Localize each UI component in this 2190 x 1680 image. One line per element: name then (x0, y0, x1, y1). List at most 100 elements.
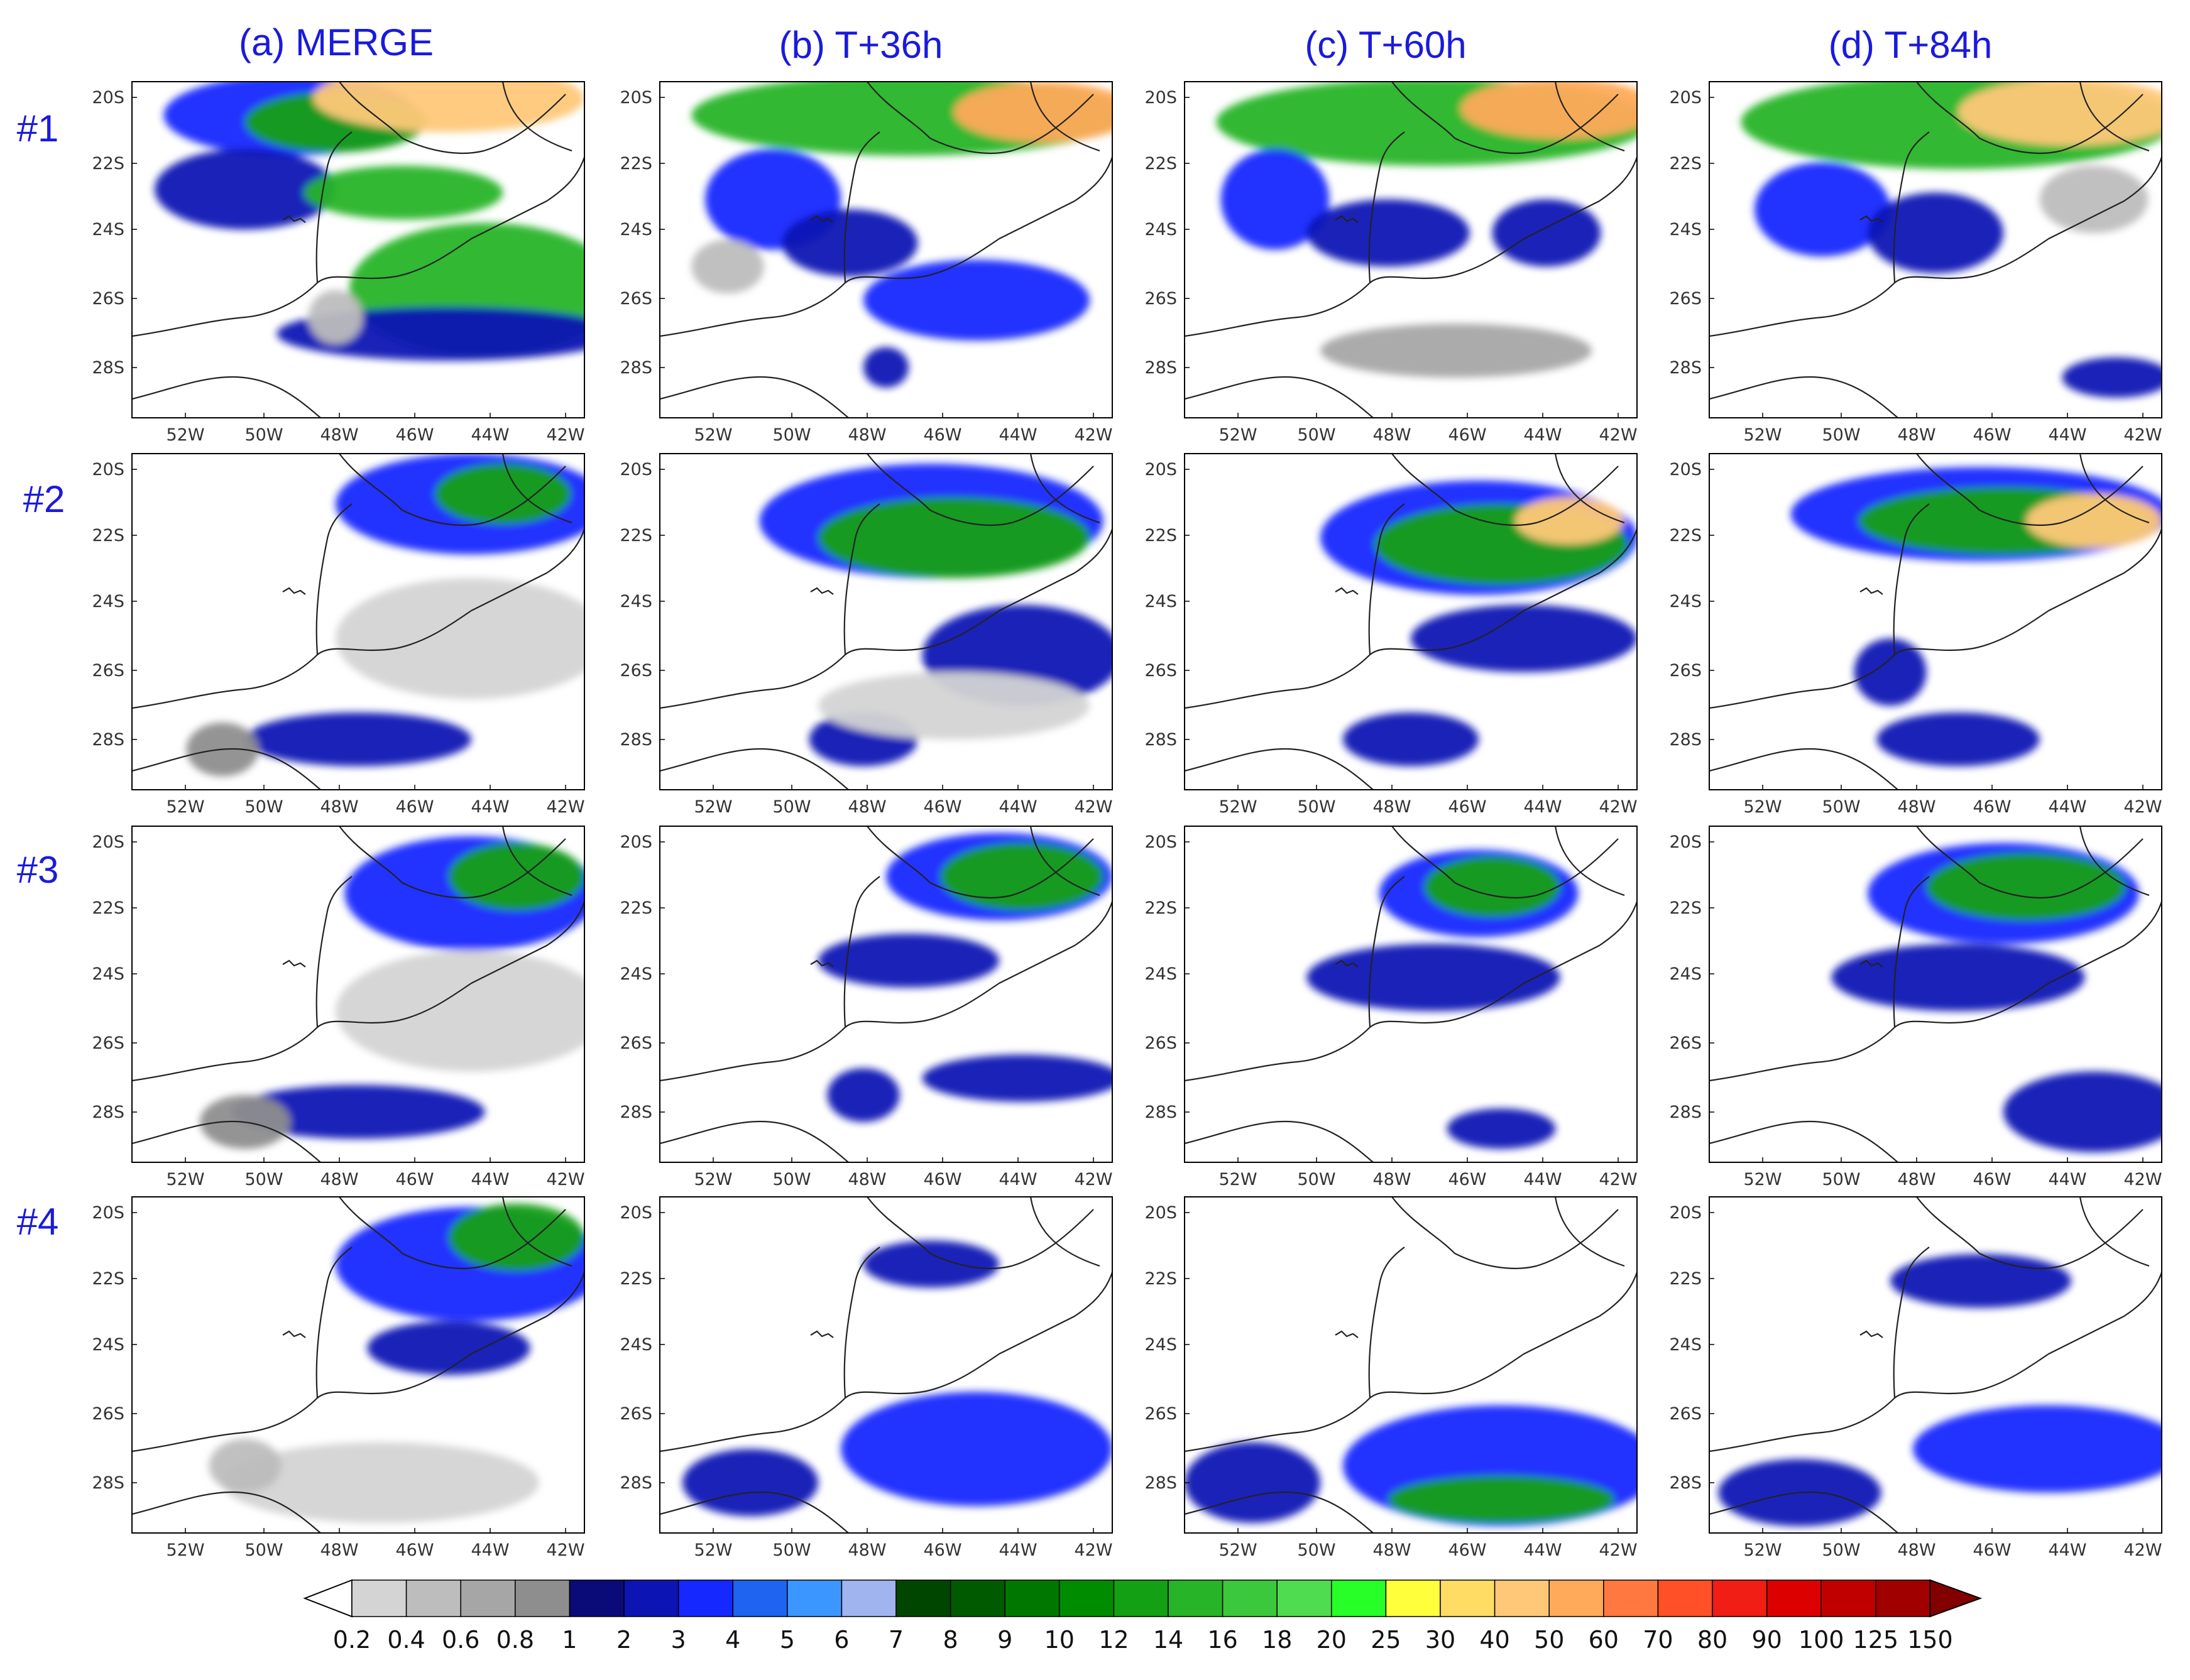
precipitation-area (435, 464, 571, 525)
precipitation-area (1220, 149, 1330, 250)
map-panel: 20S 22S 24S 26S 28S 52W 50W 48W 46W 44W 42W (1145, 1196, 1638, 1560)
lon-tick-label: 52W (1743, 425, 1782, 445)
column-title-t84h: (d) T+84h (1829, 24, 1993, 66)
precipitation-field (691, 82, 1112, 388)
precipitation-area (209, 1439, 282, 1493)
lat-tick-label: 24S (92, 220, 125, 239)
lon-tick-label: 52W (1743, 797, 1782, 817)
lat-tick-label: 26S (1670, 1034, 1702, 1053)
colorbar-label: 3 (671, 1626, 686, 1654)
lat-tick-label: 22S (92, 898, 125, 918)
lon-tick-label: 50W (1822, 1170, 1860, 1189)
precipitation-area (1185, 1442, 1320, 1523)
row-label-1: #1 (17, 107, 59, 150)
colorbar-label: 0.2 (333, 1626, 371, 1654)
lat-tick-label: 28S (620, 1103, 653, 1122)
precipitation-area (308, 290, 363, 344)
precipitation-area (1514, 497, 1624, 545)
lat-tick-label: 26S (1145, 1404, 1178, 1424)
precipitation-area (827, 1068, 900, 1122)
row-label-4: #4 (17, 1201, 59, 1243)
lon-tick-label: 46W (923, 797, 961, 817)
lon-tick-label: 52W (1743, 1541, 1782, 1560)
lat-tick-label: 28S (1145, 1103, 1178, 1122)
lon-tick-label: 44W (1523, 797, 1562, 817)
colorbar-swatch (1440, 1579, 1496, 1617)
lat-tick-label: 24S (1670, 592, 1702, 611)
map-panel: 20S 22S 24S 26S 28S 52W 50W 48W 46W 44W 42W (620, 826, 1113, 1189)
lat-tick-label: 20S (1670, 460, 1702, 479)
colorbar-label: 50 (1534, 1626, 1564, 1654)
lat-tick-label: 22S (1670, 1269, 1702, 1289)
lon-tick-label: 44W (999, 1170, 1037, 1189)
lat-tick-label: 22S (620, 898, 653, 918)
row-label-3: #3 (17, 849, 59, 891)
precipitation-area (1343, 712, 1479, 766)
precipitation-area (304, 165, 503, 220)
lon-tick-label: 42W (1599, 1541, 1637, 1560)
map-panel: 20S 22S 24S 26S 28S 52W 50W 48W 46W 44W 42W (1670, 81, 2162, 445)
precipitation-area (1755, 162, 1890, 257)
precipitation-area (863, 347, 909, 388)
lat-tick-label: 28S (1670, 358, 1702, 378)
lon-tick-label: 44W (471, 425, 509, 445)
colorbar-swatch (1766, 1579, 1822, 1617)
lon-tick-label: 44W (1523, 1170, 1562, 1189)
lat-tick-label: 22S (1145, 1269, 1178, 1289)
colorbar-swatch (1548, 1579, 1604, 1617)
lat-tick-label: 26S (1145, 661, 1178, 680)
map-panel: 20S 22S 24S 26S 28S 52W 50W 48W 46W 44W 42W (1670, 1196, 2162, 1560)
colorbar-label: 12 (1098, 1626, 1129, 1654)
lon-tick-label: 48W (1372, 425, 1411, 445)
lat-tick-label: 20S (92, 460, 125, 479)
map-panel: 20S 22S 24S 26S 28S 52W 50W 48W 46W 44W 42W (92, 826, 585, 1189)
lat-tick-label: 28S (92, 1473, 125, 1493)
lon-tick-label: 48W (1897, 1541, 1935, 1560)
colorbar-label: 80 (1697, 1626, 1727, 1654)
lat-tick-label: 20S (1670, 88, 1702, 107)
precipitation-area (682, 1449, 818, 1517)
precipitation-area (2026, 494, 2162, 548)
colorbar-label: 40 (1479, 1626, 1509, 1654)
row-label-2: #2 (23, 478, 65, 520)
precipitation-area (2062, 357, 2162, 398)
colorbar-swatch (787, 1579, 843, 1617)
lon-tick-label: 52W (1743, 1170, 1782, 1189)
lon-tick-label: 42W (2123, 1170, 2162, 1189)
lat-tick-label: 20S (1670, 832, 1702, 852)
colorbar-swatch (1385, 1579, 1441, 1617)
lat-tick-label: 20S (620, 88, 653, 107)
lon-tick-label: 52W (166, 797, 204, 817)
lon-tick-label: 42W (1074, 1170, 1112, 1189)
lon-tick-label: 42W (2123, 425, 2162, 445)
precipitation-area (1492, 199, 1601, 267)
precipitation-area (1388, 1476, 1614, 1523)
lon-tick-label: 46W (923, 1170, 961, 1189)
lon-tick-label: 44W (999, 425, 1037, 445)
colorbar-swatch (1004, 1579, 1060, 1617)
lon-tick-label: 44W (999, 1541, 1037, 1560)
precipitation-area (922, 1054, 1112, 1102)
lon-tick-label: 46W (923, 1541, 961, 1560)
lon-tick-label: 48W (848, 797, 886, 817)
lat-tick-label: 20S (92, 832, 125, 852)
lat-tick-label: 26S (92, 1404, 125, 1424)
precipitation-area (1831, 944, 2085, 1012)
colorbar-label: 18 (1262, 1626, 1292, 1654)
lat-tick-label: 20S (1145, 832, 1178, 852)
precipitation-area (367, 1321, 530, 1375)
lon-tick-label: 42W (2123, 797, 2162, 817)
colorbar-label: 8 (943, 1626, 958, 1654)
lat-tick-label: 28S (620, 1473, 653, 1493)
precipitation-field (209, 1203, 584, 1523)
precipitation-area (818, 934, 999, 988)
lat-tick-label: 28S (1670, 1103, 1702, 1122)
lat-tick-label: 22S (1145, 526, 1178, 545)
lat-tick-label: 26S (1670, 289, 1702, 308)
lon-tick-label: 46W (1973, 797, 2011, 817)
lon-tick-label: 44W (2048, 425, 2086, 445)
colorbar-swatch (623, 1579, 679, 1617)
precipitation-area (863, 1240, 999, 1288)
map-panel: 20S 22S 24S 26S 28S 52W 50W 48W 46W 44W 42W (1145, 826, 1638, 1189)
precipitation-area (818, 497, 1090, 578)
